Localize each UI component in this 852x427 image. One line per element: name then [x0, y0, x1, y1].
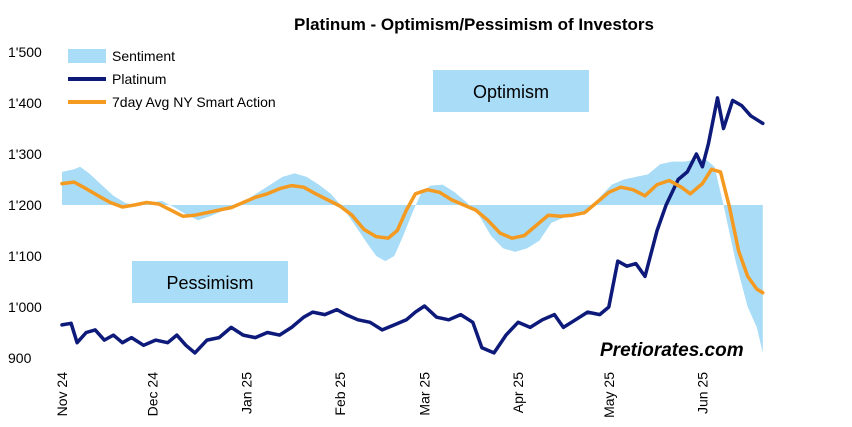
legend-swatch-sentiment — [68, 49, 106, 63]
y-tick-label: 1'000 — [8, 299, 42, 315]
y-tick-label: 1'400 — [8, 95, 42, 111]
x-tick-label: Mar 25 — [417, 372, 433, 416]
y-tick-label: 1'500 — [8, 44, 42, 60]
y-tick-label: 900 — [8, 350, 32, 366]
brand-watermark: Pretiorates.com — [600, 340, 744, 361]
x-axis: Nov 24 Dec 24 Jan 25 Feb 25 Mar 25 Apr 25 May … — [54, 372, 710, 418]
optimism-label: Optimism — [473, 82, 549, 102]
legend-label-platinum: Platinum — [112, 71, 166, 87]
y-tick-label: 1'300 — [8, 146, 42, 162]
x-tick-label: Dec 24 — [145, 372, 161, 417]
series-sentiment-area — [62, 159, 763, 353]
legend: Sentiment Platinum 7day Avg NY Smart Act… — [68, 48, 276, 110]
plot-area — [60, 96, 765, 355]
optimism-box — [433, 70, 589, 112]
legend-label-sentiment: Sentiment — [112, 48, 175, 64]
x-tick-label: Nov 24 — [54, 372, 70, 417]
pessimism-box — [132, 261, 288, 303]
series-7day-avg-ny-smart-action-line — [60, 167, 765, 295]
x-tick-label: Jun 25 — [694, 372, 710, 414]
chart-title: Platinum - Optimism/Pessimism of Investo… — [294, 15, 654, 34]
x-tick-label: Feb 25 — [332, 372, 348, 416]
x-tick-label: Apr 25 — [510, 372, 526, 413]
x-tick-label: Jan 25 — [238, 372, 254, 414]
y-tick-label: 1'100 — [8, 248, 42, 264]
y-axis: 1'500 1'400 1'300 1'200 1'100 1'000 900 — [8, 44, 42, 366]
pessimism-label: Pessimism — [166, 273, 253, 293]
y-tick-label: 1'200 — [8, 197, 42, 213]
x-tick-label: May 25 — [601, 372, 617, 418]
series-platinum-line — [60, 96, 765, 355]
legend-label-smart-action: 7day Avg NY Smart Action — [112, 94, 276, 110]
